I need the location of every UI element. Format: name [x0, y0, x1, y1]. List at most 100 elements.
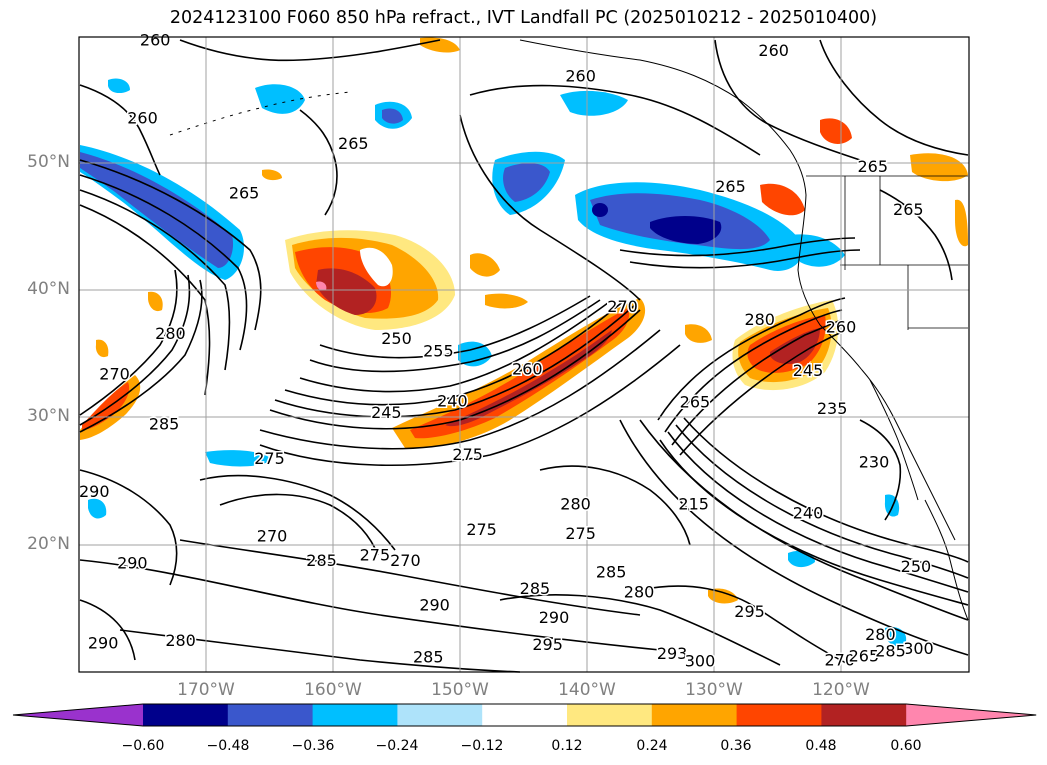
contour-line: [639, 585, 851, 666]
contour-label: 290: [419, 595, 450, 614]
contour-line: [79, 469, 178, 586]
colorbar-segment: [736, 704, 822, 726]
positive-patch-small-1: [470, 253, 500, 277]
negative-region-northeast-core2: [592, 203, 608, 217]
lon-label-150w: 150°W: [431, 680, 489, 700]
colorbar-extend-low: [13, 704, 143, 726]
negative-patch-dateline: [205, 450, 272, 467]
contour-label: 275: [565, 524, 596, 543]
contour-label: 265: [715, 177, 746, 196]
contour-label: 280: [155, 324, 186, 343]
contour-line: [819, 39, 969, 156]
contour-label: 260: [127, 108, 158, 127]
contour-line: [309, 299, 601, 373]
positive-region-ne-1: [820, 118, 852, 144]
colorbar-segment: [143, 704, 229, 726]
contour-label: 300: [685, 652, 716, 671]
contour-line: [179, 539, 641, 616]
contour-label: 293: [657, 644, 688, 663]
shading-layer: [80, 37, 968, 647]
negative-patch-aleutian: [255, 84, 305, 114]
contour-label: 215: [678, 495, 709, 514]
contour-line: [879, 189, 953, 281]
contour-label: 270: [99, 365, 130, 384]
lat-label-20n: 20°N: [27, 534, 70, 554]
contour-label: 265: [680, 393, 711, 412]
contour-label: 235: [817, 399, 848, 418]
contour-label: 255: [423, 342, 454, 361]
contour-label-layer: 260 260 265 265 260 260 265 265 265 280 245 260 235 2…: [77, 29, 935, 672]
contour-label: 285: [149, 414, 180, 433]
contour-label: 265: [338, 134, 369, 153]
contour-line: [79, 189, 231, 371]
contour-label: 300: [903, 639, 934, 658]
contour-line: [119, 629, 521, 673]
negative-patch-gulf: [560, 90, 628, 116]
contour-label: 280: [865, 625, 896, 644]
gridlines: [79, 37, 969, 672]
contour-line: [619, 419, 969, 656]
contour-label: 290: [79, 482, 110, 501]
contour-label: 265: [849, 646, 880, 665]
contour-line: [667, 431, 969, 593]
lon-label-130w: 130°W: [685, 680, 743, 700]
contour-label: 260: [826, 317, 857, 336]
contour-label: 245: [371, 403, 402, 422]
colorbar-tick: −0.24: [375, 738, 419, 754]
colorbar-segment: [651, 704, 738, 726]
lat-label-50n: 50°N: [27, 152, 70, 172]
contour-label: 260: [140, 31, 171, 50]
colorbar-outline: [12, 703, 1037, 727]
colorbar: [12, 703, 1037, 727]
positive-region-central-west-peak: [316, 281, 327, 291]
positive-region-central-west-core: [316, 268, 377, 315]
aleutian-islands: [169, 91, 351, 136]
colorbar-tick: 0.12: [551, 738, 583, 754]
negative-region-northwest-core: [80, 152, 234, 268]
contour-line: [179, 39, 441, 62]
contour-line: [284, 299, 626, 406]
lat-label-30n: 30°N: [27, 406, 70, 426]
contour-label: 265: [893, 200, 924, 219]
positive-region-ne-4: [955, 199, 968, 247]
contour-line: [199, 474, 396, 551]
coastline-alaska: [519, 39, 807, 196]
contour-label: 285: [520, 579, 551, 598]
contour-line: [79, 84, 161, 176]
contour-label: 260: [512, 360, 543, 379]
colorbar-tick: −0.12: [460, 738, 504, 754]
contour-line: [79, 274, 191, 426]
contour-label: 265: [229, 184, 260, 203]
contour-label: 270: [257, 527, 288, 546]
contour-line: [859, 419, 902, 521]
lon-label-120w: 120°W: [812, 680, 870, 700]
contour-line: [299, 109, 338, 216]
colorbar-tick: −0.36: [291, 738, 335, 754]
positive-patch-small-3: [708, 588, 738, 604]
negative-region-central-north-core: [503, 163, 550, 202]
contour-line: [319, 295, 591, 359]
contour-label: 290: [539, 608, 570, 627]
positive-region-west-arc-core: [82, 382, 130, 430]
negative-patch-mexico: [788, 550, 815, 568]
contour-label: 260: [758, 41, 789, 60]
colorbar-tick: −0.60: [121, 738, 165, 754]
contour-label: 245: [793, 361, 824, 380]
contour-label: 285: [306, 551, 337, 570]
negative-region-northeast-core: [650, 216, 722, 244]
colorbar-segment: [227, 704, 314, 726]
contour-label: 260: [565, 66, 596, 85]
positive-patch-small-7: [685, 324, 712, 343]
contour-label: 285: [596, 562, 627, 581]
contour-line: [79, 599, 136, 661]
contour-line: [274, 304, 636, 418]
contour-line: [219, 493, 379, 556]
contour-line: [79, 279, 203, 433]
contour-line: [639, 419, 969, 621]
contour-label: 270: [607, 297, 638, 316]
contour-line: [259, 344, 681, 467]
contour-line: [459, 114, 641, 301]
colorbar-segment: [821, 704, 907, 726]
positive-region-coastal-core: [770, 328, 820, 364]
